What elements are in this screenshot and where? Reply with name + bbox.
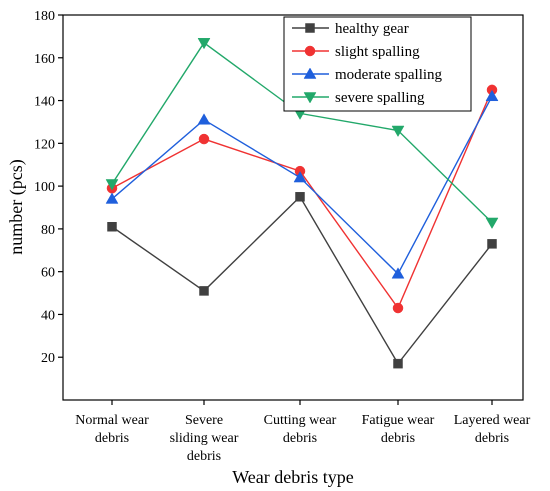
x-tick-label: sliding wear: [170, 431, 239, 446]
legend-label: slight spalling: [335, 44, 420, 60]
y-tick-label: 100: [34, 180, 55, 195]
data-point-severe-spalling: [198, 38, 210, 49]
data-point-healthy-gear: [200, 286, 209, 295]
series-healthy-gear: [108, 192, 497, 368]
legend-label: healthy gear: [335, 21, 409, 37]
legend-label: severe spalling: [335, 90, 425, 106]
x-tick-label: Severe: [185, 413, 223, 428]
y-tick-label: 180: [34, 9, 55, 24]
data-point-healthy-gear: [296, 192, 305, 201]
x-tick-label: Fatigue wear: [362, 413, 435, 428]
x-axis-title: Wear debris type: [232, 467, 354, 487]
data-point-moderate-spalling: [198, 114, 210, 125]
y-axis-ticks: 20 40 60 80 100 120 140 160 180: [34, 9, 63, 366]
y-tick-label: 80: [41, 223, 55, 238]
data-point-severe-spalling: [486, 218, 498, 229]
legend-marker: [305, 46, 315, 56]
x-tick-label: debris: [475, 431, 509, 446]
x-tick-label: Cutting wear: [264, 413, 337, 428]
x-axis-ticks: Normal wear debris Severe sliding wear debri…: [75, 400, 530, 464]
y-tick-label: 20: [41, 351, 55, 366]
y-tick-label: 160: [34, 52, 55, 67]
y-tick-label: 140: [34, 95, 55, 110]
y-axis-title: number (pcs): [6, 159, 27, 254]
series-line-moderate-spalling: [112, 96, 492, 274]
x-tick-label: debris: [381, 431, 415, 446]
data-point-healthy-gear: [488, 239, 497, 248]
legend-label: moderate spalling: [335, 67, 443, 83]
y-tick-label: 60: [41, 266, 55, 281]
data-point-healthy-gear: [394, 359, 403, 368]
data-point-slight-spalling: [199, 134, 209, 144]
legend-marker: [306, 24, 315, 33]
x-tick-label: debris: [187, 449, 221, 464]
data-point-slight-spalling: [393, 303, 403, 313]
x-tick-label: Normal wear: [75, 413, 149, 428]
data-point-healthy-gear: [108, 222, 117, 231]
series-moderate-spalling: [106, 90, 498, 278]
y-tick-label: 120: [34, 137, 55, 152]
y-tick-label: 40: [41, 308, 55, 323]
x-tick-label: debris: [283, 431, 317, 446]
x-tick-label: Layered wear: [454, 413, 531, 428]
legend: healthy gear slight spalling moderate spal…: [284, 17, 471, 111]
x-tick-label: debris: [95, 431, 129, 446]
